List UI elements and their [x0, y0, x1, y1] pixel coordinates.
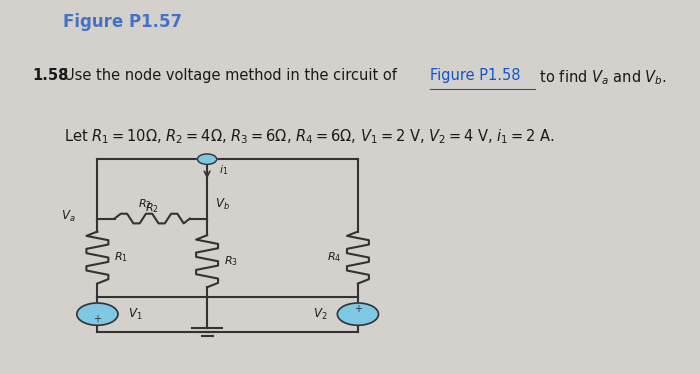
- Text: $V_b$: $V_b$: [216, 197, 230, 212]
- Text: Use the node voltage method in the circuit of: Use the node voltage method in the circu…: [64, 68, 402, 83]
- Circle shape: [197, 154, 217, 164]
- Text: $R_1$: $R_1$: [114, 251, 128, 264]
- Circle shape: [77, 303, 118, 325]
- Text: 1.58: 1.58: [32, 68, 69, 83]
- Text: $R_3$: $R_3$: [224, 254, 238, 268]
- Text: $V_a$: $V_a$: [61, 209, 76, 224]
- Text: to find $V_a$ and $V_b$.: to find $V_a$ and $V_b$.: [535, 68, 667, 87]
- Text: $R_2$: $R_2$: [139, 197, 153, 211]
- Text: $R_2$: $R_2$: [146, 201, 159, 215]
- Text: Figure P1.57: Figure P1.57: [63, 12, 182, 31]
- Text: +: +: [354, 304, 362, 314]
- Text: $V_2$: $V_2$: [313, 307, 327, 322]
- Text: +: +: [93, 314, 102, 324]
- Text: $i_1$: $i_1$: [219, 163, 229, 177]
- Text: Figure P1.58: Figure P1.58: [430, 68, 520, 83]
- Text: $R_4$: $R_4$: [327, 251, 341, 264]
- Text: Let $R_1 = 10\Omega$, $R_2 = 4\Omega$, $R_3 = 6\Omega$, $R_4 = 6\Omega$, $V_1 = : Let $R_1 = 10\Omega$, $R_2 = 4\Omega$, $…: [64, 128, 555, 146]
- Circle shape: [337, 303, 379, 325]
- Text: $V_1$: $V_1$: [128, 307, 143, 322]
